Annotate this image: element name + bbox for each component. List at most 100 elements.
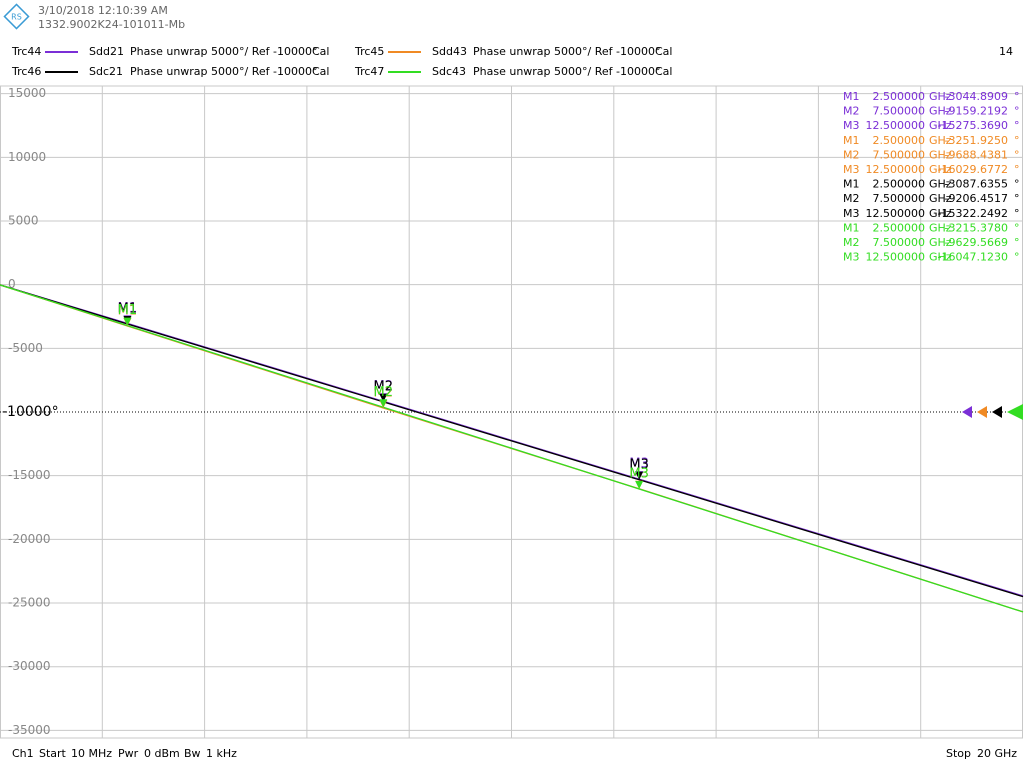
readout-unit: GHz [929,148,952,161]
legend-cal: Cal [312,65,329,78]
legend-cal: Cal [655,65,672,78]
readout-degree: ° [1014,192,1020,205]
corner-number: 14 [999,45,1013,58]
readout-frequency: 12.500000 [866,251,926,264]
marker-label: M2 [374,385,394,400]
readout-marker: M1 [843,221,860,234]
readout-value: -3044.8909 [945,90,1008,103]
readout-marker: M3 [843,207,860,220]
marker-label: M1 [118,301,138,316]
readout-frequency: 2.500000 [873,178,926,191]
legend-name: Sdc43 [432,65,466,78]
marker-label: M2 [374,386,394,401]
readout-frequency: 2.500000 [873,221,926,234]
readout-unit: GHz [929,163,952,176]
readout-degree: ° [1014,163,1020,176]
readout-degree: ° [1014,251,1020,264]
legend-scale: 5000°/ Ref -10000° [211,45,317,58]
bw-value: 1 kHz [206,747,237,760]
readout-marker: M3 [843,119,860,132]
legend-format: Phase unwrap [473,45,551,58]
y-tick-label: -35000 [8,723,51,737]
marker-label: M1 [118,301,138,316]
readout-value: -15322.2492 [938,207,1008,220]
readout-unit: GHz [929,134,952,147]
readout-value: -16047.1230 [938,251,1008,264]
marker-triangle [635,471,644,480]
readout-unit: GHz [929,178,952,191]
readout-degree: ° [1014,207,1020,220]
start-value: 10 MHz [71,747,112,760]
marker-triangle [635,481,644,490]
readout-unit: GHz [929,236,952,249]
legend-trace: Trc44 [11,45,41,58]
power-label: Pwr [118,747,139,760]
legend-cal: Cal [655,45,672,58]
y-tick-label: -30000 [8,659,51,673]
legend-cal: Cal [312,45,329,58]
readout-unit: GHz [929,207,952,220]
channel: Ch1 [12,747,34,760]
power-value: 0 dBm [144,747,180,760]
marker-triangle [379,393,388,402]
legend-format: Phase unwrap [130,45,208,58]
y-tick-label: -20000 [8,532,51,546]
legend-trace: Trc47 [354,65,384,78]
readout-degree: ° [1014,90,1020,103]
legend-trace: Trc46 [11,65,41,78]
bw-label: Bw [184,747,201,760]
y-tick-label: -15000 [8,468,51,482]
readout-value: -3251.9250 [945,134,1008,147]
readout-marker: M2 [843,236,860,249]
readout-unit: GHz [929,105,952,118]
svg-text:RS: RS [11,13,22,22]
start-label: Start [39,747,67,760]
timestamp: 3/10/2018 12:10:39 AM [38,4,168,17]
reference-indicator [992,406,1002,418]
stop-label: Stop [946,747,971,760]
readout-value: -16029.6772 [938,163,1008,176]
readout-frequency: 12.500000 [866,163,926,176]
marker-label: M3 [629,457,649,472]
stop-value: 20 GHz [977,747,1017,760]
readout-value: -9629.5669 [945,236,1008,249]
y-tick-label: 0 [8,277,16,291]
readout-frequency: 7.500000 [873,192,926,205]
readout-marker: M2 [843,105,860,118]
readout-marker: M1 [843,134,860,147]
y-tick-label: 10000 [8,150,46,164]
reference-indicator [962,406,972,418]
legend-scale: 5000°/ Ref -10000° [211,65,317,78]
readout-value: -3215.3780 [945,221,1008,234]
reference-indicator [977,406,987,418]
readout-frequency: 12.500000 [866,119,926,132]
legend-format: Phase unwrap [130,65,208,78]
legend-name: Sdd43 [432,45,467,58]
readout-degree: ° [1014,119,1020,132]
y-tick-label: 15000 [8,86,46,100]
y-tick-label: -25000 [8,596,51,610]
readout-marker: M1 [843,90,860,103]
logo: RS [3,3,30,30]
marker-label: M3 [629,457,649,472]
legend-trace: Trc45 [354,45,384,58]
reference-indicator [1007,404,1023,420]
readout-degree: ° [1014,221,1020,234]
readout-unit: GHz [929,221,952,234]
marker-triangle [123,317,132,326]
legend-scale: 5000°/ Ref -10000° [554,45,660,58]
legend-name: Sdd21 [89,45,124,58]
readout-marker: M2 [843,148,860,161]
readout-frequency: 7.500000 [873,105,926,118]
device-id: 1332.9002K24-101011-Mb [38,18,185,31]
marker-label: M1 [118,304,138,319]
readout-unit: GHz [929,192,952,205]
readout-unit: GHz [929,119,952,132]
y-tick-label: -10000° [2,404,59,420]
readout-value: -9206.4517 [945,192,1008,205]
readout-frequency: 7.500000 [873,148,926,161]
readout-degree: ° [1014,105,1020,118]
marker-label: M2 [374,379,394,394]
y-tick-label: -5000 [8,341,43,355]
